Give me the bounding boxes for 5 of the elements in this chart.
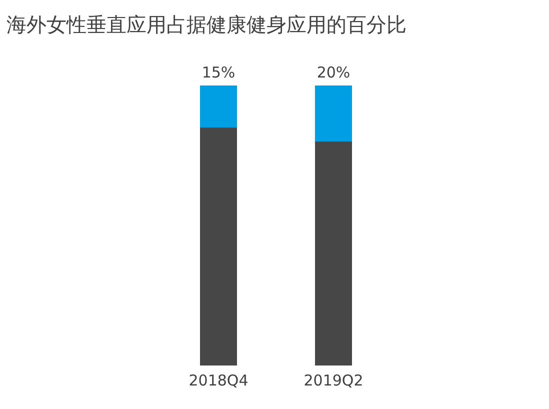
x-tick-label: 2019Q2 <box>304 372 364 390</box>
chart-title: 海外女性垂直应用占据健康健身应用的百分比 <box>6 12 406 36</box>
data-label: 20% <box>316 64 350 82</box>
data-label: 15% <box>202 64 236 82</box>
x-tick-label: 2018Q4 <box>188 372 248 390</box>
